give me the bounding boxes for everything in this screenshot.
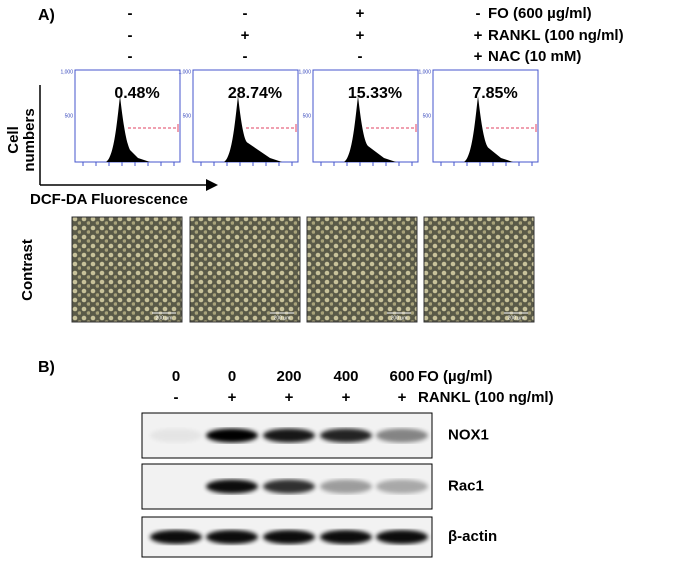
band: [376, 428, 428, 443]
axis-tick-label: 1,000: [298, 69, 311, 75]
axis-tick-label: 500: [423, 113, 432, 119]
sign: +: [474, 48, 483, 65]
histogram-peak: [344, 96, 396, 162]
axis-tick-label: 500: [183, 113, 192, 119]
sign: -: [174, 389, 179, 406]
band: [376, 479, 428, 494]
micrograph: [306, 216, 418, 323]
dose: 0: [172, 368, 180, 385]
sign: -: [476, 5, 481, 22]
percentage: 7.85%: [472, 85, 517, 102]
sign: -: [128, 5, 133, 22]
band: [320, 479, 372, 494]
band: [263, 479, 315, 494]
percentage: 15.33%: [348, 85, 402, 102]
axis-tick-label: 1,000: [60, 69, 73, 75]
condition-label: NAC (10 mM): [488, 48, 581, 65]
micrograph: [189, 216, 301, 323]
sign: +: [356, 5, 365, 22]
condition-label: RANKL (100 ng/ml): [488, 27, 624, 44]
dose: 600: [389, 368, 414, 385]
y-axis-label: Cell: [5, 126, 22, 154]
band: [206, 428, 258, 443]
axis-tick-label: 500: [303, 113, 312, 119]
scale-bar: 200 µm: [274, 315, 291, 321]
condition-label: RANKL (100 ng/ml): [418, 389, 554, 406]
dose: 0: [228, 368, 236, 385]
sign: -: [243, 48, 248, 65]
condition-label: FO (600 µg/ml): [488, 5, 592, 22]
micrograph: [71, 216, 183, 323]
band: [150, 530, 202, 544]
band: [376, 530, 428, 544]
sign: -: [128, 48, 133, 65]
sign: -: [358, 48, 363, 65]
sign: +: [285, 389, 294, 406]
dose: 400: [333, 368, 358, 385]
y-axis-label: numbers: [21, 108, 38, 171]
histogram-peak: [106, 96, 150, 162]
sign: -: [128, 27, 133, 44]
scale-bar: 200 µm: [391, 315, 408, 321]
band: [206, 479, 258, 494]
sign: +: [228, 389, 237, 406]
sign: +: [474, 27, 483, 44]
dose: 200: [276, 368, 301, 385]
percentage: 28.74%: [228, 85, 282, 102]
axis-tick-label: 1,000: [418, 69, 431, 75]
scale-bar: 200 µm: [156, 315, 173, 321]
histogram-peak: [224, 96, 282, 162]
blot-label: NOX1: [448, 426, 489, 443]
band: [320, 530, 372, 544]
x-axis-label: DCF-DA Fluorescence: [30, 191, 188, 208]
panel-label: B): [38, 359, 55, 376]
condition-label: FO (µg/ml): [418, 368, 492, 385]
blot-label: Rac1: [448, 477, 484, 494]
band: [150, 428, 202, 443]
histogram-peak: [464, 96, 513, 162]
band: [263, 428, 315, 443]
percentage: 0.48%: [114, 85, 159, 102]
band: [206, 530, 258, 544]
row-label: Contrast: [19, 239, 36, 301]
micrograph: [423, 216, 535, 323]
band: [263, 530, 315, 544]
band: [320, 428, 372, 443]
sign: +: [241, 27, 250, 44]
sign: +: [398, 389, 407, 406]
sign: +: [356, 27, 365, 44]
sign: -: [243, 5, 248, 22]
scale-bar: 200 µm: [508, 315, 525, 321]
blot-label: β-actin: [448, 528, 497, 545]
axis-tick-label: 1,000: [178, 69, 191, 75]
sign: +: [342, 389, 351, 406]
panel-label: A): [38, 7, 55, 24]
axis-tick-label: 500: [65, 113, 74, 119]
